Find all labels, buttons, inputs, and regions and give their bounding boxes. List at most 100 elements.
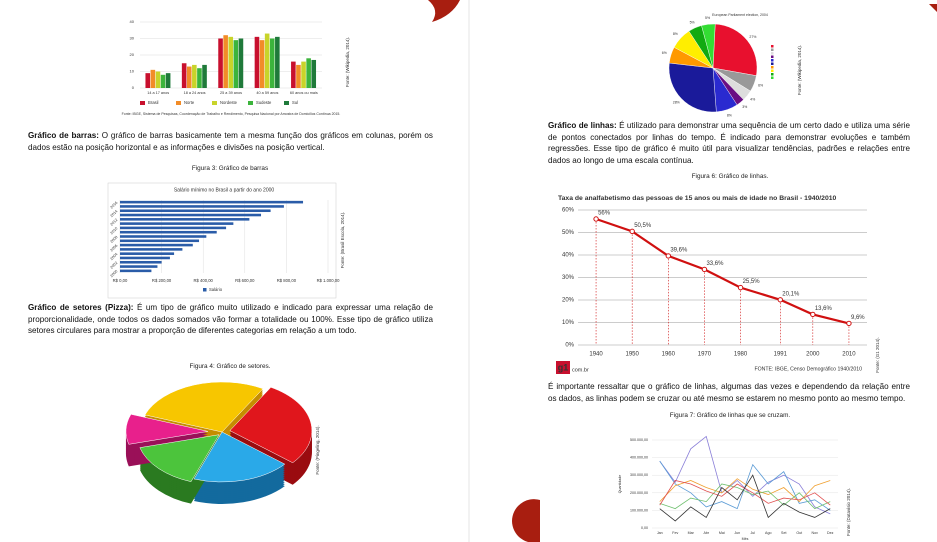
data-label: 9,6% bbox=[851, 315, 865, 321]
data-label: 6% bbox=[662, 51, 667, 55]
legend-swatch bbox=[248, 101, 253, 105]
point bbox=[737, 284, 744, 291]
decoration bbox=[929, 4, 937, 12]
y-tick-label: 400.000,00 bbox=[630, 456, 648, 460]
data-label: 56% bbox=[598, 211, 611, 217]
y-tick-label: 30% bbox=[562, 275, 575, 281]
y-tick-label: 500.000,00 bbox=[630, 438, 648, 442]
bar bbox=[186, 66, 192, 88]
legend-swatch bbox=[771, 73, 774, 76]
paragraph: É importante ressaltar que o gráfico de … bbox=[548, 382, 910, 403]
bar bbox=[155, 71, 161, 88]
x-tick-label: R$ 400,00 bbox=[194, 278, 214, 283]
y-tick-label: 2008 bbox=[110, 235, 119, 244]
legend-label: Nordeste bbox=[220, 100, 238, 105]
x-tick-label: R$ 600,00 bbox=[235, 278, 255, 283]
line bbox=[659, 480, 831, 506]
legend-swatch bbox=[771, 62, 774, 65]
data-label: 6% bbox=[758, 84, 763, 88]
y-tick-label: 100.000,00 bbox=[630, 508, 648, 512]
x-tick-label: Jun bbox=[734, 531, 740, 535]
bar bbox=[197, 68, 202, 88]
bar bbox=[120, 239, 200, 243]
y-tick-label: 2016 bbox=[110, 201, 119, 210]
bar bbox=[264, 33, 270, 88]
x-tick-label: Jan bbox=[657, 531, 663, 535]
x-tick-label: 60 anos ou mais bbox=[290, 91, 318, 95]
point bbox=[846, 320, 852, 327]
chart-title: European Parliament election, 2004 bbox=[712, 13, 768, 17]
data-label: 8% bbox=[727, 113, 732, 117]
source: Fonte: (Pingeling, 2014). bbox=[315, 425, 320, 474]
bar bbox=[233, 40, 239, 88]
x-tick-label: Nov bbox=[812, 531, 819, 535]
y-tick-label: 20% bbox=[562, 298, 575, 304]
caption: Figura 7: Gráfico de linhas que se cruza… bbox=[669, 412, 791, 419]
bar bbox=[291, 61, 296, 88]
y-tick-label: 2012 bbox=[110, 218, 119, 227]
y-tick-label: 0 bbox=[132, 85, 135, 90]
y-tick-label: 300.000,00 bbox=[630, 473, 648, 477]
caption: Figura 3: Gráfico de barras bbox=[191, 165, 269, 172]
bar bbox=[238, 38, 244, 88]
x-tick-label: 1991 bbox=[774, 352, 788, 358]
logo-box bbox=[556, 361, 570, 374]
legend-swatch bbox=[771, 66, 774, 69]
logo: g1 bbox=[558, 362, 569, 372]
source: Fonte: (G1 2014). bbox=[875, 337, 880, 373]
data-label: 3% bbox=[742, 105, 747, 109]
pie-slice bbox=[712, 23, 758, 76]
bar bbox=[223, 35, 228, 88]
caption: Figura 4: Gráfico de setores. bbox=[189, 363, 271, 370]
y-tick-label: 40 bbox=[130, 19, 135, 24]
bar bbox=[120, 209, 271, 213]
pie-top bbox=[193, 431, 286, 483]
bar bbox=[275, 36, 280, 88]
y-tick-label: 0,00 bbox=[641, 526, 648, 530]
note: Fonte: IBGE, Sistema de Pesquisas, Coord… bbox=[122, 112, 341, 116]
data-label: 20,1% bbox=[782, 291, 800, 297]
legend-label: Brasil bbox=[148, 100, 159, 105]
bar bbox=[254, 36, 260, 88]
line bbox=[659, 483, 831, 510]
x-tick-label: 1940 bbox=[589, 352, 603, 358]
data-label: 5% bbox=[690, 20, 695, 24]
x-tick-label: Fev bbox=[672, 531, 678, 535]
body: É um tipo de gráfico muito utilizado e i… bbox=[28, 303, 433, 336]
caption: Figura 6: Gráfico de linhas. bbox=[691, 173, 769, 180]
point bbox=[665, 253, 672, 259]
logo-suffix: com.br bbox=[572, 367, 589, 373]
pie-top bbox=[229, 387, 313, 464]
legend-swatch bbox=[771, 59, 774, 62]
data-label: 33,6% bbox=[706, 261, 724, 267]
y-tick-label: 50% bbox=[562, 230, 575, 236]
point bbox=[810, 311, 816, 318]
paragraph: Gráfico de linhas: É utilizado para demo… bbox=[548, 120, 910, 166]
x-tick-label: R$ 1.000,00 bbox=[317, 278, 340, 283]
bar bbox=[202, 64, 207, 88]
line bbox=[659, 460, 831, 511]
bar bbox=[120, 260, 162, 264]
bar bbox=[120, 265, 158, 268]
x-tick-label: 25 a 39 anos bbox=[220, 91, 242, 95]
legend-swatch bbox=[212, 101, 217, 105]
legend-swatch bbox=[140, 101, 145, 105]
legend-swatch bbox=[771, 45, 774, 48]
legend-label: Norte bbox=[184, 100, 195, 105]
bar bbox=[269, 38, 275, 88]
x-tick-label: Dez bbox=[827, 531, 834, 535]
body: O gráfico de barras basicamente tem a me… bbox=[28, 131, 433, 152]
x-tick-label: R$ 0,00 bbox=[113, 278, 128, 283]
legend-swatch bbox=[771, 55, 774, 58]
decoration bbox=[428, 0, 460, 22]
bar bbox=[160, 74, 166, 88]
pie-top bbox=[139, 434, 220, 482]
x-tick-label: Mai bbox=[719, 531, 725, 535]
pie-slice bbox=[668, 62, 717, 113]
pie-top bbox=[125, 414, 209, 445]
line bbox=[659, 474, 831, 522]
bar bbox=[120, 256, 170, 260]
y-tick-label: 30 bbox=[130, 36, 135, 41]
x-tick-label: 18 a 24 anos bbox=[184, 91, 206, 95]
